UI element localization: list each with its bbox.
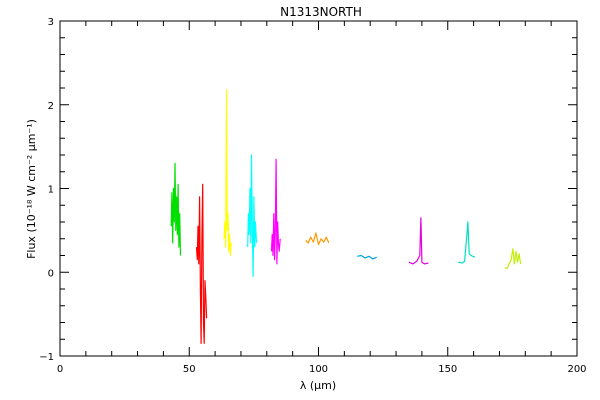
y-tick-label: −1 — [39, 352, 54, 363]
plot-frame — [59, 20, 578, 357]
x-tick-label: 150 — [438, 364, 457, 375]
x-axis-label: λ (μm) — [300, 379, 336, 392]
x-tick-label: 50 — [183, 364, 196, 375]
y-tick-label: 2 — [48, 101, 54, 112]
spectrum-series-3 — [223, 89, 232, 257]
chart-title: N1313NORTH — [280, 5, 362, 19]
spectrum-series — [170, 89, 522, 344]
spectrum-series-5 — [270, 158, 281, 265]
x-tick-label: 0 — [57, 364, 63, 375]
spectrum-series-6 — [305, 232, 330, 246]
axis-ticks — [59, 20, 578, 357]
x-tick-labels: 0 50 100 150 200 — [57, 364, 587, 375]
x-tick-label: 200 — [567, 364, 586, 375]
spectrum-series-8 — [408, 217, 429, 265]
spectrum-series-4 — [247, 154, 258, 277]
spectrum-series-10 — [504, 248, 522, 269]
x-tick-label: 100 — [309, 364, 328, 375]
y-tick-label: 3 — [48, 17, 54, 28]
spectrum-series-1 — [170, 162, 182, 256]
y-tick-labels: −1 0 1 2 3 — [39, 17, 54, 363]
spectrum-series-7 — [357, 254, 377, 260]
y-tick-label: 0 — [48, 268, 54, 279]
y-tick-label: 1 — [48, 185, 54, 196]
y-axis-label: Flux (10⁻¹⁸ W cm⁻² μm⁻¹) — [25, 119, 38, 259]
spectrum-series-9 — [457, 221, 476, 264]
spectrum-series-2 — [195, 183, 208, 344]
